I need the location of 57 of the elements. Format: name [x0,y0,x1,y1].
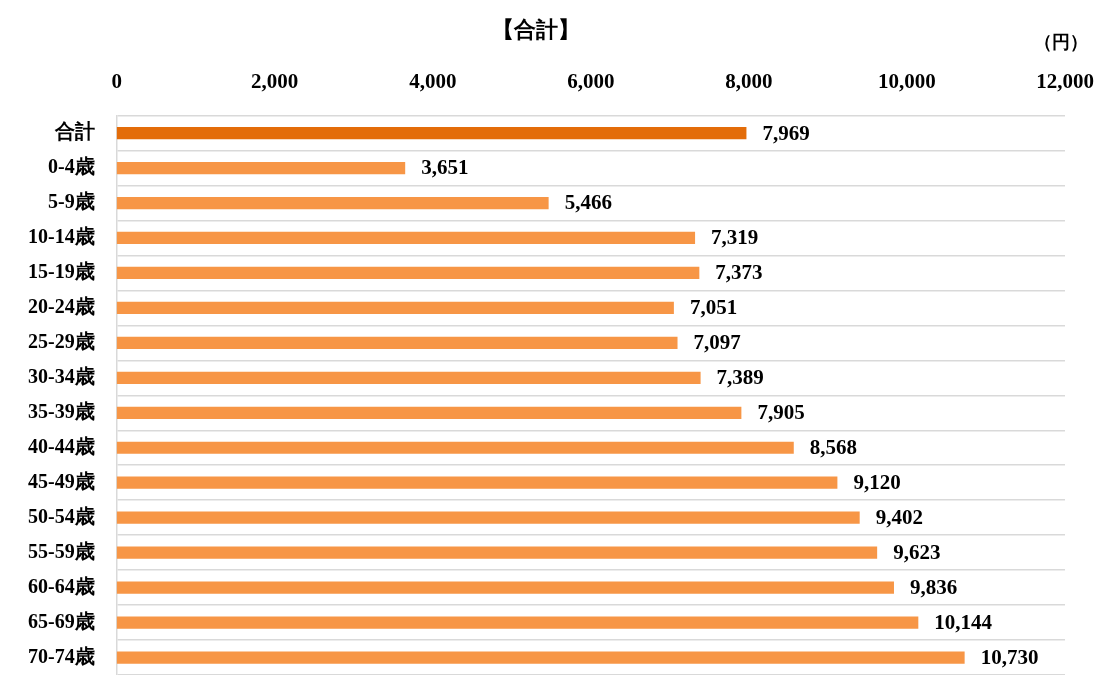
bar [116,616,919,629]
y-tick-label: 5-9歳 [47,190,95,213]
y-tick-label: 10-14歳 [27,225,95,248]
data-label: 10,144 [934,609,993,634]
y-tick-label: 50-54歳 [27,504,95,527]
data-label: 7,389 [716,365,764,390]
x-tick-label: 10,000 [878,69,936,94]
data-label: 7,905 [757,400,805,425]
bar [116,546,878,559]
bar [116,196,549,210]
bar [116,231,696,245]
y-tick-label: 20-24歳 [27,295,95,318]
x-tick-label: 4,000 [409,69,457,94]
x-tick-label: 12,000 [1036,69,1094,94]
y-tick-label: 55-59歳 [27,539,95,562]
data-label: 7,373 [715,260,763,285]
bar [116,581,894,594]
data-label: 9,836 [909,575,958,600]
y-tick-label: 60-64歳 [27,574,95,597]
data-label: 9,623 [893,540,941,565]
y-tick-label: 15-19歳 [27,260,95,283]
bar [116,266,700,280]
bar [116,161,406,175]
x-tick-label: 8,000 [725,69,773,94]
data-label: 3,651 [421,155,469,180]
bar [116,476,838,489]
bar [116,406,742,419]
data-label: 10,730 [980,644,1039,669]
y-tick-label: 70-74歳 [27,644,95,667]
bar [116,371,701,384]
y-tick-label: 30-34歳 [27,364,95,387]
y-tick-label: 35-39歳 [27,399,95,422]
data-label: 9,402 [875,505,923,530]
y-tick-label: 45-49歳 [27,469,95,492]
bar [116,651,965,664]
data-label: 8,568 [809,435,858,460]
data-label: 7,319 [711,225,759,250]
y-tick-label: 0-4歳 [47,155,95,178]
data-label: 5,466 [564,190,612,215]
y-tick-label: 40-44歳 [27,434,95,457]
data-label: 9,120 [853,470,901,495]
x-tick-label: 2,000 [251,69,299,94]
bar [116,441,794,454]
bar [116,301,674,315]
x-tick-label: 0 [111,69,122,94]
x-axis-title: （円） [1034,31,1088,52]
bar [116,511,860,524]
y-tick-label: 合計 [53,120,95,143]
x-tick-label: 6,000 [567,69,615,94]
data-label: 7,051 [689,295,738,320]
bar [116,126,747,140]
chart-title: 【合計】 [491,16,580,42]
data-label: 7,097 [693,330,741,355]
y-tick-label: 25-29歳 [27,330,95,353]
y-tick-label: 65-69歳 [27,609,95,632]
bar [116,336,678,349]
data-label: 7,969 [762,120,810,145]
